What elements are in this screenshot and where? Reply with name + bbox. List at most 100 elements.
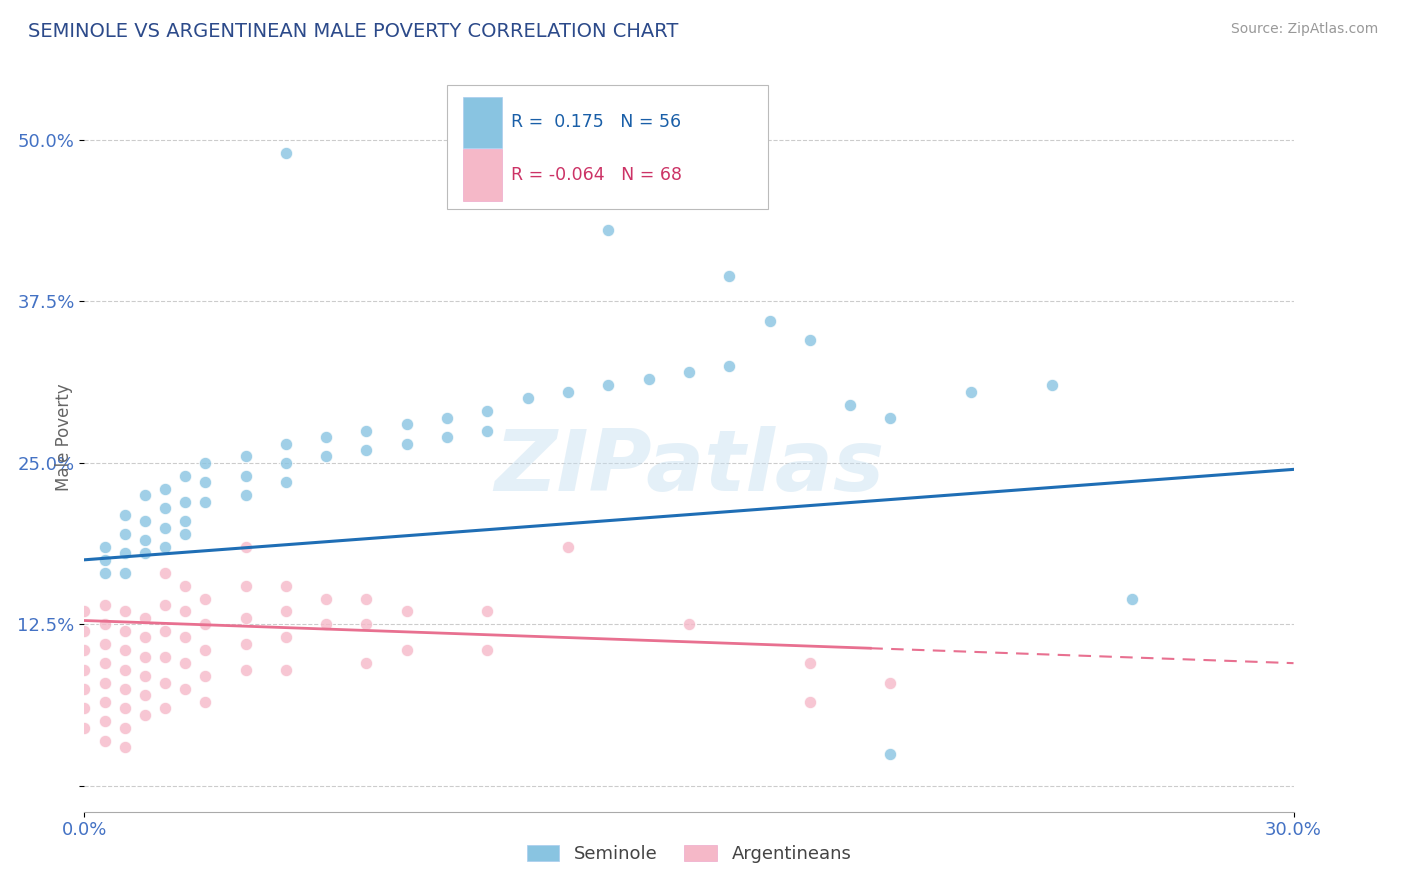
Point (235, 579, 257, 593)
Point (93, 637, 115, 651)
Point (516, 392, 538, 406)
Point (153, 520, 176, 534)
Point (153, 501, 176, 516)
Point (356, 424, 378, 438)
Point (718, 268, 741, 283)
Point (174, 681, 197, 696)
Point (114, 663, 136, 677)
Point (134, 669, 156, 683)
Point (153, 649, 176, 664)
Point (153, 540, 176, 554)
Point (477, 404, 499, 418)
Point (134, 533, 156, 548)
Point (93, 656, 115, 670)
Point (356, 442, 378, 457)
Point (93, 617, 115, 632)
Point (557, 540, 579, 554)
Point (114, 643, 136, 657)
Point (134, 611, 156, 625)
FancyBboxPatch shape (463, 96, 502, 148)
Point (73, 721, 96, 735)
Point (114, 681, 136, 696)
Point (93, 733, 115, 747)
Point (114, 508, 136, 522)
Point (134, 488, 156, 502)
Point (134, 707, 156, 722)
Point (194, 695, 217, 709)
Point (93, 675, 115, 690)
Point (114, 740, 136, 755)
Point (235, 540, 257, 554)
Point (114, 605, 136, 619)
Point (114, 721, 136, 735)
Point (356, 656, 378, 670)
Point (395, 643, 418, 657)
Text: Source: ZipAtlas.com: Source: ZipAtlas.com (1230, 22, 1378, 37)
Text: ZIPatlas: ZIPatlas (494, 425, 884, 508)
Point (235, 637, 257, 651)
Point (194, 494, 217, 508)
Point (235, 488, 257, 502)
Point (153, 701, 176, 715)
Point (879, 410, 901, 425)
Point (114, 546, 136, 560)
Point (477, 605, 499, 619)
Point (93, 540, 115, 554)
Point (395, 605, 418, 619)
Point (153, 624, 176, 638)
Point (174, 656, 197, 670)
Point (93, 598, 115, 612)
Point (174, 527, 197, 541)
Point (879, 675, 901, 690)
Legend: Seminole, Argentineans: Seminole, Argentineans (519, 838, 859, 870)
Point (477, 424, 499, 438)
Text: R =  0.175   N = 56: R = 0.175 N = 56 (512, 113, 682, 131)
Point (799, 656, 821, 670)
FancyBboxPatch shape (463, 149, 502, 201)
Point (1121, 591, 1143, 606)
Point (758, 314, 780, 328)
Point (274, 475, 297, 490)
Point (73, 681, 96, 696)
Point (395, 417, 418, 432)
Point (235, 450, 257, 464)
Point (879, 747, 901, 761)
Point (274, 145, 297, 160)
Text: R = -0.064   N = 68: R = -0.064 N = 68 (512, 166, 682, 184)
Point (194, 475, 217, 490)
Point (799, 333, 821, 347)
Point (174, 514, 197, 528)
Point (557, 384, 579, 399)
Point (93, 714, 115, 729)
Point (174, 494, 197, 508)
Point (134, 689, 156, 703)
Point (274, 663, 297, 677)
Point (274, 579, 297, 593)
Point (960, 384, 983, 399)
Point (93, 553, 115, 567)
Point (174, 468, 197, 483)
Point (395, 436, 418, 450)
Point (194, 617, 217, 632)
Point (134, 649, 156, 664)
Point (477, 643, 499, 657)
Point (799, 695, 821, 709)
Point (274, 630, 297, 644)
Point (356, 591, 378, 606)
Point (274, 436, 297, 450)
Point (73, 701, 96, 715)
Point (114, 527, 136, 541)
Point (93, 695, 115, 709)
Point (73, 605, 96, 619)
Point (114, 701, 136, 715)
Point (315, 450, 337, 464)
FancyBboxPatch shape (447, 85, 768, 209)
Point (174, 630, 197, 644)
Point (134, 546, 156, 560)
Point (174, 579, 197, 593)
Point (315, 617, 337, 632)
Point (153, 598, 176, 612)
Point (194, 669, 217, 683)
Point (114, 624, 136, 638)
Point (274, 605, 297, 619)
